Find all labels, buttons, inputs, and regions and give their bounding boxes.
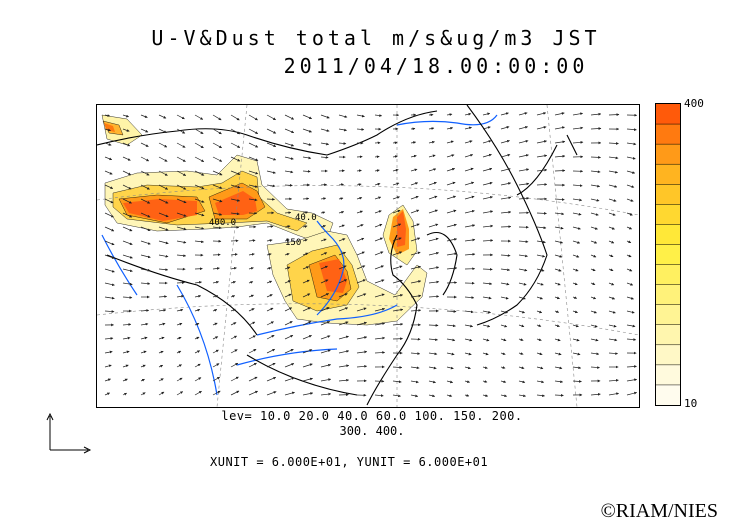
map-canvas: 40.0 400.0 150 (97, 105, 639, 407)
colorbar-swatch (656, 364, 680, 386)
colorbar (655, 103, 681, 406)
colorbar-min-label: 10 (684, 397, 698, 410)
colorbar-swatch (656, 184, 680, 205)
colorbar-swatch (656, 304, 680, 326)
chart-title: U-V&Dust total m/s&ug/m3 JST (151, 26, 601, 50)
colorbar-swatch (656, 264, 680, 286)
colorbar-swatch (656, 344, 680, 366)
vector-unit-text: XUNIT = 6.000E+01, YUNIT = 6.000E+01 (210, 455, 489, 469)
colorbar-swatch (656, 104, 680, 125)
colorbar-swatch (656, 204, 680, 225)
colorbar-swatch (656, 284, 680, 306)
contour-label-3: 150 (285, 238, 301, 248)
contour-levels-line1: lev= 10.0 20.0 40.0 60.0 100. 150. 200. (221, 409, 523, 423)
colorbar-canvas (656, 104, 680, 406)
colorbar-swatch (656, 324, 680, 346)
wind-vectors (104, 112, 638, 398)
colorbar-swatch (656, 384, 680, 406)
contour-levels-line2: 300. 400. (339, 424, 405, 438)
colorbar-swatch (656, 164, 680, 185)
vector-unit-axes (46, 412, 92, 454)
colorbar-max-label: 400 (684, 97, 704, 110)
colorbar-swatch (656, 144, 680, 165)
dust-map: 40.0 400.0 150 (96, 104, 640, 408)
colorbar-swatch (656, 224, 680, 245)
contour-label-1: 40.0 (295, 213, 317, 223)
contour-label-2: 400.0 (209, 218, 236, 228)
copyright: ©RIAM/NIES (600, 500, 718, 522)
dust-plume-layer (101, 114, 428, 326)
chart-timestamp: 2011/04/18.00:00:00 (283, 54, 589, 78)
colorbar-swatch (656, 244, 680, 266)
colorbar-swatch (656, 124, 680, 145)
